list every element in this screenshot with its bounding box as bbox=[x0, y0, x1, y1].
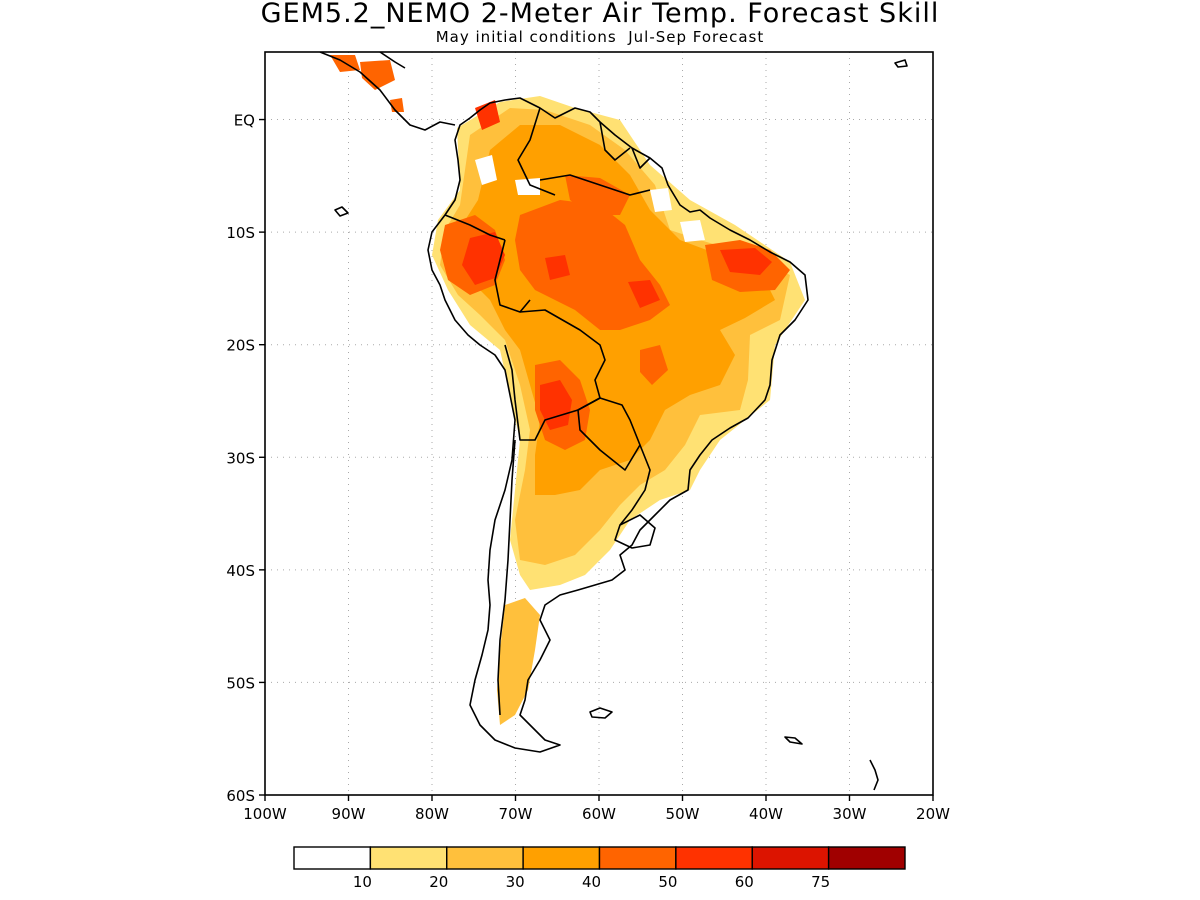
colorbar-swatch bbox=[598, 846, 677, 870]
lat-tick-label: 20S bbox=[226, 337, 255, 355]
skill-region-40-50f bbox=[640, 345, 668, 385]
island-ne-top bbox=[894, 59, 908, 68]
border-uruguay bbox=[614, 514, 656, 549]
lat-tick-label: EQ bbox=[234, 112, 255, 130]
lon-tick-label: 30W bbox=[833, 805, 867, 823]
skill-region-patagonia-20-30 bbox=[497, 598, 540, 725]
colorbar-label: 40 bbox=[582, 873, 601, 891]
border-ecuador-peru bbox=[444, 214, 506, 241]
south-america-coastline bbox=[427, 97, 809, 753]
skill-region-50-60 bbox=[462, 232, 505, 285]
colorbar-swatch bbox=[827, 846, 906, 870]
skill-region-40-50e bbox=[565, 175, 630, 215]
colorbar-label: 50 bbox=[658, 873, 677, 891]
lon-tick-label: 40W bbox=[749, 805, 783, 823]
skill-region-central-america bbox=[330, 55, 404, 112]
colorbar-label: 75 bbox=[811, 873, 830, 891]
skill-shading bbox=[330, 55, 805, 725]
lat-tick-label: 40S bbox=[226, 562, 255, 580]
skill-region-50-60b bbox=[540, 380, 572, 430]
colorbar-label: 30 bbox=[506, 873, 525, 891]
colorbar-swatch bbox=[369, 846, 448, 870]
border-colombia-venezuela bbox=[517, 107, 556, 196]
border-argentina-brazil bbox=[619, 444, 651, 526]
colorbar-swatch bbox=[522, 846, 601, 870]
skill-region-50-60f bbox=[545, 255, 570, 280]
map-title: GEM5.2_NEMO 2-Meter Air Temp. Forecast S… bbox=[260, 0, 940, 29]
coastlines bbox=[319, 52, 908, 791]
colorbar-label: 20 bbox=[429, 873, 448, 891]
central-america-coastline-north bbox=[379, 52, 406, 69]
lon-tick-label: 80W bbox=[415, 805, 449, 823]
border-chile-argentina bbox=[497, 439, 516, 716]
lon-tick-label: 20W bbox=[916, 805, 950, 823]
colorbar-label: 60 bbox=[735, 873, 754, 891]
border-guianas bbox=[599, 121, 651, 169]
colorbar-swatch bbox=[675, 846, 753, 870]
south-georgia bbox=[784, 736, 803, 745]
lon-tick-label: 100W bbox=[243, 805, 287, 823]
lon-tick-label: 70W bbox=[499, 805, 533, 823]
colorbar-swatch bbox=[446, 846, 524, 870]
lon-tick-label: 60W bbox=[582, 805, 616, 823]
map-subtitle: May initial conditions Jul-Sep Forecast bbox=[435, 28, 765, 46]
lat-tick-label: 60S bbox=[226, 787, 255, 805]
galapagos bbox=[334, 206, 349, 217]
colorbar: 10 20 30 40 50 60 75 bbox=[293, 846, 906, 891]
lat-tick-label: 50S bbox=[226, 674, 255, 692]
falkland-islands bbox=[589, 707, 613, 719]
skill-hole-3 bbox=[515, 178, 540, 195]
colorbar-label: 10 bbox=[353, 873, 372, 891]
lon-tick-label: 50W bbox=[666, 805, 700, 823]
colorbar-swatch bbox=[293, 846, 372, 870]
skill-hole-2 bbox=[650, 188, 672, 212]
skill-hole-4 bbox=[680, 220, 705, 242]
border-brazil-north bbox=[539, 174, 651, 196]
colorbar-swatch bbox=[751, 846, 830, 870]
border-peru-brazil bbox=[494, 239, 531, 313]
lat-tick-label: 10S bbox=[226, 224, 255, 242]
island-south-sandwich bbox=[869, 759, 879, 791]
skill-region-50-60e bbox=[628, 280, 660, 308]
skill-region-50-60d bbox=[475, 100, 500, 130]
skill-hole-1 bbox=[475, 155, 497, 185]
central-america-coastline bbox=[319, 52, 456, 131]
lon-tick-label: 90W bbox=[332, 805, 366, 823]
skill-region-40-50 bbox=[515, 200, 670, 330]
lat-tick-label: 30S bbox=[226, 449, 255, 467]
skill-region-50-60c bbox=[720, 248, 772, 275]
